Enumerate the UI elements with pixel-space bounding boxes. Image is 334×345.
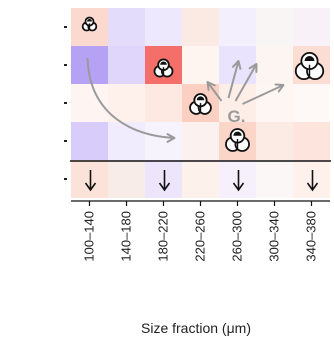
- heatmap-cell: [145, 8, 182, 46]
- downward-arrow-icon: [84, 170, 97, 192]
- heatmap-cell: [71, 84, 108, 122]
- heatmap-cell: [182, 8, 219, 46]
- heatmap-cell: [293, 160, 330, 198]
- heatmap-cell: [219, 160, 256, 198]
- y-tick: [64, 64, 67, 66]
- downward-arrow-icon: [232, 170, 245, 192]
- foraminifera-icon: [225, 128, 250, 152]
- heatmap-cell: [256, 8, 293, 46]
- x-axis: [71, 200, 330, 206]
- heatmap-cell: [293, 122, 330, 160]
- foraminifera-icons: [81, 16, 325, 152]
- foraminifera-icon: [153, 58, 174, 78]
- annotation-label: G.: [228, 107, 246, 126]
- heatmap-cell: [71, 160, 108, 198]
- x-tick-label: 300–340: [267, 211, 282, 262]
- y-axis-ticks: [64, 26, 67, 180]
- x-tick-labels: 100–140 140–180 180–220 220–260 260–300 300–3…: [82, 211, 319, 262]
- down-arrows: [84, 170, 319, 192]
- heatmap-cell: [256, 84, 293, 122]
- heatmap-cell: [145, 122, 182, 160]
- x-tick-label: 340–380: [304, 211, 319, 262]
- heatmap-cell: [256, 122, 293, 160]
- trend-arrow-icon: [242, 83, 285, 105]
- x-tick-label: 140–180: [119, 211, 134, 262]
- foraminifera-icon: [189, 93, 212, 115]
- heatmap-cell: [182, 160, 219, 198]
- x-tick-label: 180–220: [156, 211, 171, 262]
- heatmap-cell: [256, 160, 293, 198]
- y-tick: [64, 102, 67, 104]
- heatmap-cell: [182, 122, 219, 160]
- heatmap-cell: [293, 8, 330, 46]
- y-tick: [64, 26, 67, 28]
- heatmap-cell: [145, 84, 182, 122]
- trend-arrow-icon: [206, 81, 223, 102]
- heatmap-cell: [108, 160, 145, 198]
- heatmap-cell: [182, 46, 219, 84]
- downward-arrow-icon: [158, 170, 171, 192]
- y-tick: [64, 178, 67, 180]
- x-tick-label: 100–140: [82, 211, 97, 262]
- x-tick-label: 260–300: [230, 211, 245, 262]
- heatmap-cell: [219, 8, 256, 46]
- trend-arrows: [86, 57, 285, 143]
- x-axis-title: Size fraction (μm): [141, 320, 251, 336]
- heatmap-cell: [108, 46, 145, 84]
- heatmap-cell: [256, 46, 293, 84]
- heatmap-cell: [108, 84, 145, 122]
- foraminifera-icon: [294, 51, 325, 81]
- heatmap-cell: [108, 122, 145, 160]
- heatmap-cell: [293, 84, 330, 122]
- y-tick: [64, 140, 67, 142]
- foraminifera-icon: [81, 16, 98, 32]
- heatmap-cell: [219, 84, 256, 122]
- heatmap-cell: [145, 160, 182, 198]
- curved-arrow-icon: [86, 57, 176, 143]
- x-tick-label: 220–260: [193, 211, 208, 262]
- trend-arrow-icon: [234, 63, 258, 102]
- trend-arrow-icon: [227, 60, 242, 99]
- heatmap-cell: [71, 122, 108, 160]
- heatmap-cell: [108, 8, 145, 46]
- downward-arrow-icon: [306, 170, 319, 192]
